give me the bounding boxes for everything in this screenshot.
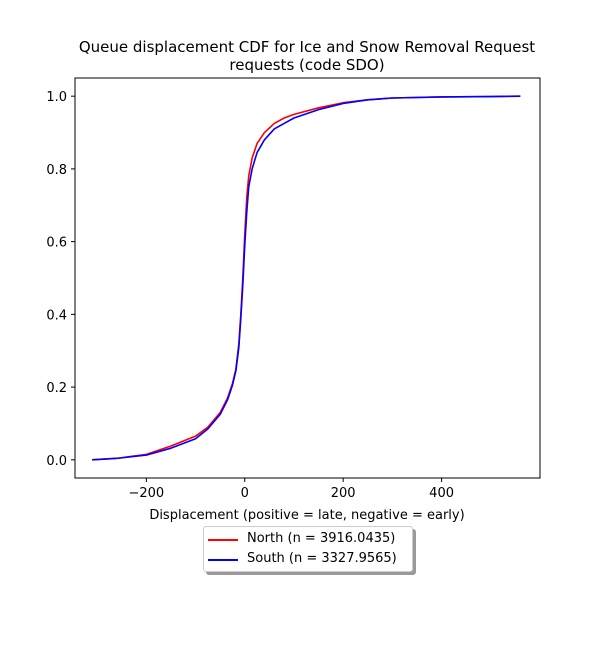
legend-swatch-north bbox=[208, 539, 238, 541]
x-tick-label: 200 bbox=[331, 486, 356, 501]
chart-title-line-2: requests (code SDO) bbox=[229, 56, 384, 74]
plot-area-frame bbox=[74, 77, 541, 479]
axis-ticks: −200 0 200 400 0.0 0.2 0.4 0.6 0.8 1.0 bbox=[46, 90, 454, 501]
x-tick-label: 400 bbox=[429, 486, 454, 501]
legend-item-north: North (n = 3916.0435) bbox=[204, 530, 412, 548]
x-tick-label: 0 bbox=[241, 486, 249, 501]
series-line-north bbox=[92, 95, 521, 461]
x-tick-label: −200 bbox=[128, 486, 164, 501]
y-tick-label: 0.4 bbox=[46, 308, 67, 323]
x-axis-label: Displacement (positive = late, negative … bbox=[149, 508, 464, 523]
chart-title-line-1: Queue displacement CDF for Ice and Snow … bbox=[79, 38, 535, 56]
legend-label-north: North (n = 3916.0435) bbox=[247, 531, 396, 546]
y-tick-label: 0.2 bbox=[46, 381, 67, 396]
y-tick-label: 0.6 bbox=[46, 236, 67, 251]
series-line-south bbox=[92, 95, 521, 461]
legend-swatch-south bbox=[208, 559, 238, 561]
series-lines bbox=[92, 95, 521, 461]
y-tick-label: 0.0 bbox=[46, 454, 67, 469]
y-tick-label: 0.8 bbox=[46, 163, 67, 178]
legend-label-south: South (n = 3327.9565) bbox=[247, 551, 397, 566]
legend-item-south: South (n = 3327.9565) bbox=[204, 550, 412, 568]
legend: North (n = 3916.0435) South (n = 3327.95… bbox=[203, 526, 413, 572]
y-tick-label: 1.0 bbox=[46, 90, 67, 105]
